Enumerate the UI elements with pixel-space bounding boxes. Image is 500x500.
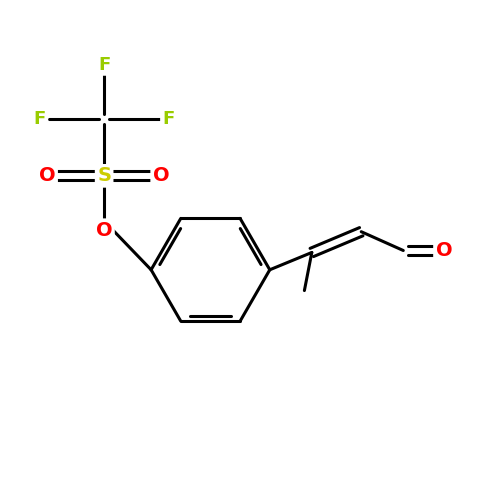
- Text: O: O: [96, 220, 112, 240]
- Text: O: O: [39, 166, 56, 186]
- Text: F: F: [98, 56, 110, 74]
- Text: F: F: [34, 110, 46, 128]
- Text: F: F: [162, 110, 174, 128]
- Text: O: O: [152, 166, 170, 186]
- Text: S: S: [97, 166, 111, 186]
- Text: O: O: [436, 241, 452, 260]
